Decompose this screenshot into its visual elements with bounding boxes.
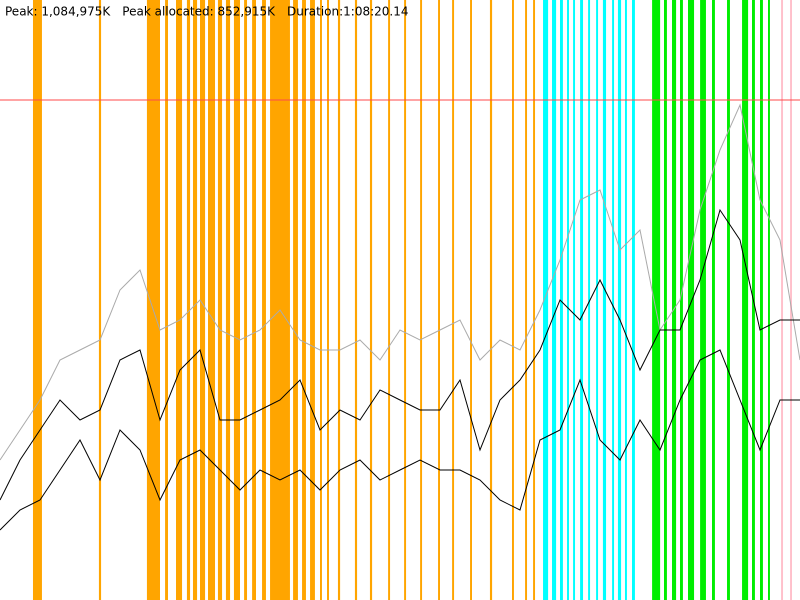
event-band [176,0,183,600]
event-band [98,0,102,600]
event-band [217,0,223,600]
event-band [293,0,298,600]
event-band [632,0,635,600]
event-band [552,0,557,600]
event-band [252,0,256,600]
event-band [790,0,792,600]
event-band [688,0,695,600]
event-band [302,0,306,600]
event-band [543,0,549,600]
event-band [369,0,373,600]
event-band [742,0,749,600]
header-label: Duration:1:08:20.14 [287,5,409,19]
event-band [262,0,266,600]
event-band [470,0,472,600]
event-band [727,0,730,600]
event-band [560,0,563,600]
event-band [712,0,715,600]
event-band [244,0,248,600]
series-line [0,349,800,531]
event-band [192,0,198,600]
event-band [672,0,677,600]
event-band [533,0,536,600]
event-band [186,0,191,600]
event-band [700,0,706,600]
header-label: Peak allocated: 852,915K [122,5,276,19]
event-band [310,0,315,600]
event-band [602,0,607,600]
event-band [233,0,240,600]
event-band [680,0,683,600]
event-band [652,0,661,600]
event-band [567,0,569,600]
event-band [512,0,514,600]
series-line [0,103,800,461]
event-band [354,0,358,600]
event-band [588,0,591,600]
event-band [438,0,440,600]
event-band [165,0,168,600]
event-band [388,0,391,600]
event-band [580,0,584,600]
event-band [768,0,770,600]
event-band [404,0,407,600]
event-band [489,0,493,600]
event-band [200,0,206,600]
event-band [420,0,423,600]
event-band [664,0,667,600]
event-band [452,0,455,600]
event-band [760,0,763,600]
event-band [596,0,599,600]
event-band [624,0,627,600]
event-band [612,0,615,600]
event-band [270,0,290,600]
event-band [617,0,622,600]
event-band [573,0,576,600]
event-band [146,0,160,600]
event-band [32,0,42,600]
event-band [208,0,216,600]
event-band [225,0,231,600]
event-band [781,0,784,600]
event-band [327,0,329,600]
event-band [525,0,528,600]
event-band [337,0,341,600]
header-label: Peak: 1,084,975K [5,5,111,19]
series-line [0,208,800,501]
event-band [320,0,322,600]
